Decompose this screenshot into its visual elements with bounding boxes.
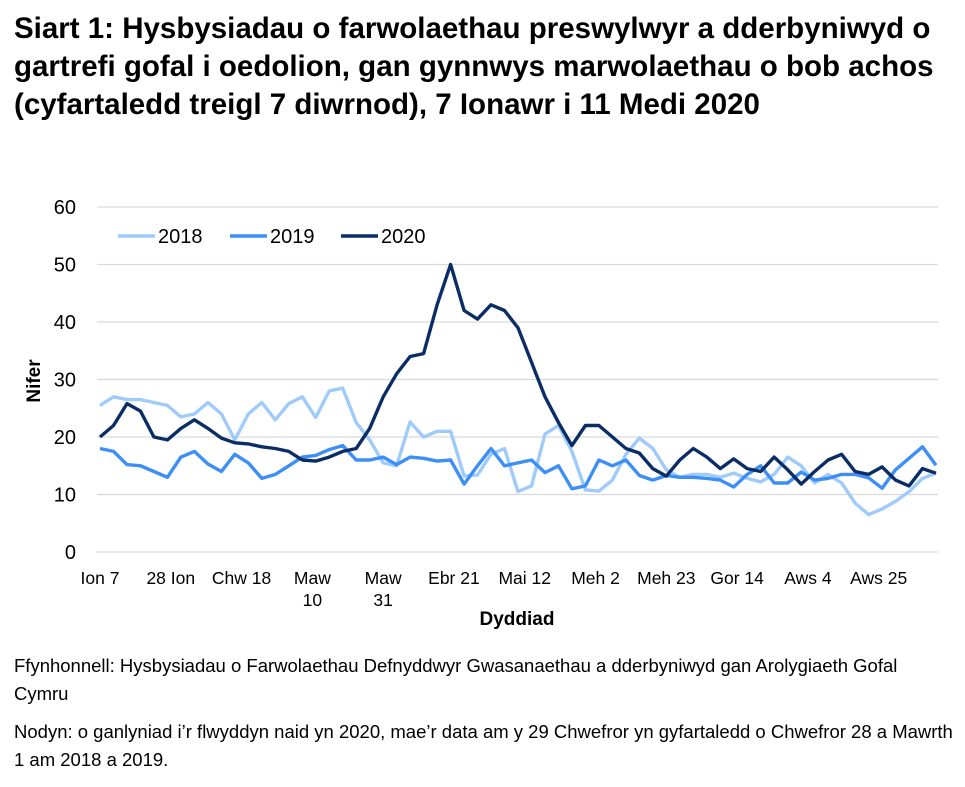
x-axis-label: Dyddiad (480, 609, 555, 630)
series-lines (98, 262, 938, 517)
chart-title: Siart 1: Hysbysiadau o farwolaethau pres… (14, 12, 934, 121)
legend-label: 2018 (158, 226, 203, 248)
legend-label: 2020 (381, 226, 426, 248)
y-tick-label: 10 (54, 485, 76, 507)
y-tick-label: 40 (54, 312, 76, 334)
series-line-2018 (99, 386, 937, 517)
y-tick-label: 60 (54, 197, 76, 219)
series-line-2020 (98, 262, 937, 488)
x-axis-ticks: Ion 7 28 Ion Chw 18 Maw 10 Maw 31 Ebr 21 Mai 12 M… (81, 568, 908, 610)
x-tick-label: Ebr 21 (428, 568, 480, 588)
x-tick-label: Aws 4 (784, 568, 832, 588)
x-tick-label: Ion 7 (81, 568, 120, 588)
x-tick-label: Chw 18 (212, 568, 271, 588)
series-line-2019 (99, 443, 938, 491)
y-axis-ticks: 0 10 20 30 40 50 60 (54, 197, 76, 564)
leap-year-note: Nodyn: o ganlyniad i’r flwyddyn naid yn … (14, 721, 953, 770)
y-tick-label: 50 (54, 255, 76, 277)
y-tick-label: 20 (54, 427, 76, 449)
x-tick-label: Mai 12 (498, 568, 551, 588)
legend: 2018 2019 2020 (118, 226, 426, 248)
x-tick-label: Meh 2 (571, 568, 620, 588)
legend-label: 2019 (270, 226, 315, 248)
x-tick-label: Gor 14 (710, 568, 764, 588)
x-tick-label: Meh 23 (637, 568, 695, 588)
y-tick-label: 0 (65, 542, 76, 564)
source-note: Ffynhonnell: Hysbysiadau o Farwolaethau … (14, 655, 898, 704)
x-tick-label: 28 Ion (146, 568, 195, 588)
y-tick-label: 30 (54, 370, 76, 392)
gridlines (97, 206, 938, 553)
x-tick-label: Maw 10 (294, 568, 331, 610)
y-axis-label: Nifer (24, 359, 45, 403)
x-tick-label: Maw 31 (365, 568, 402, 610)
x-tick-label: Aws 25 (850, 568, 907, 588)
